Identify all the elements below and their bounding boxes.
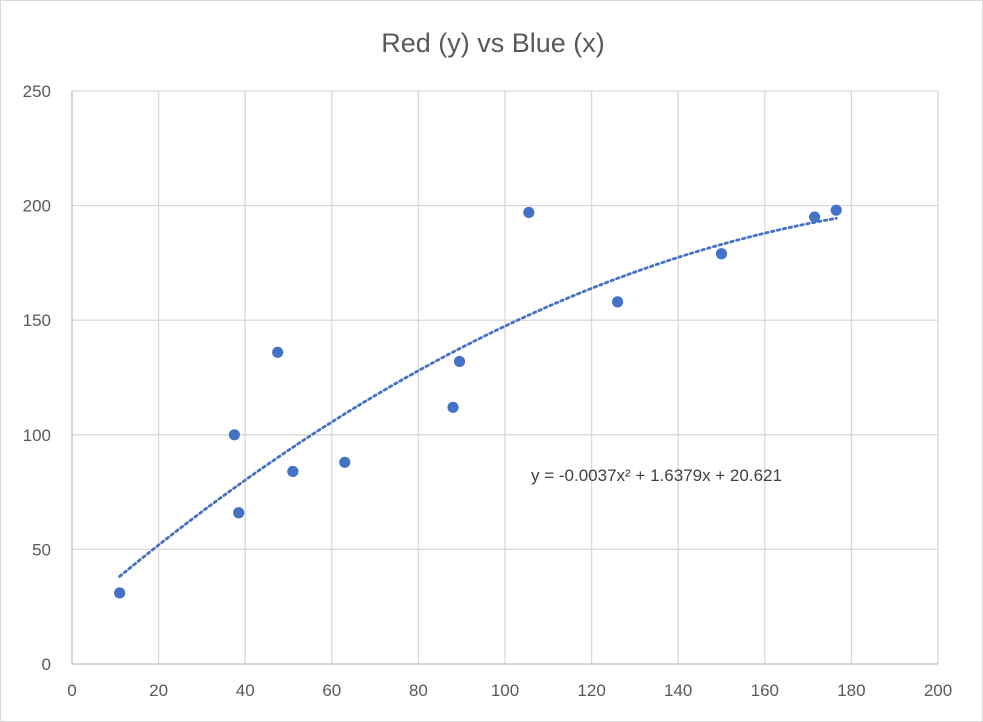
y-tick-label: 150	[23, 311, 51, 330]
y-tick-label: 0	[42, 655, 51, 674]
data-point	[287, 465, 299, 478]
x-tick-label: 200	[924, 681, 952, 700]
trendline-equation: y = -0.0037x² + 1.6379x + 20.621	[531, 466, 782, 485]
data-point	[447, 401, 459, 413]
trendline-layer	[118, 216, 838, 578]
x-tick-label: 80	[409, 681, 428, 700]
data-point	[272, 346, 284, 358]
y-tick-label: 200	[23, 197, 51, 216]
x-tick-label: 180	[837, 681, 865, 700]
data-point	[233, 507, 245, 519]
y-tick-label: 50	[32, 540, 51, 559]
axes: 0 20 40 60 80 100 120 140 160 180 200 0 50 100 150 200 2…	[23, 82, 953, 700]
x-tick-label: 120	[577, 681, 605, 700]
x-tick-label: 0	[67, 681, 76, 700]
data-point	[228, 429, 240, 441]
data-point	[830, 204, 842, 216]
data-point	[523, 206, 535, 219]
x-tick-label: 20	[149, 681, 168, 700]
data-point	[611, 296, 624, 308]
trendline	[118, 216, 838, 578]
data-point	[339, 456, 351, 468]
data-points	[114, 204, 842, 599]
x-tick-label: 100	[491, 681, 519, 700]
y-tick-label: 250	[23, 82, 51, 101]
y-tick-label: 100	[23, 426, 51, 445]
x-tick-label: 140	[664, 681, 692, 700]
x-tick-label: 60	[322, 681, 341, 700]
chart-title: Red (y) vs Blue (x)	[381, 28, 605, 58]
data-point	[808, 211, 821, 223]
data-point	[114, 587, 126, 599]
x-tick-label: 160	[751, 681, 779, 700]
data-point	[715, 248, 728, 260]
data-point	[453, 355, 466, 368]
grid	[72, 90, 939, 664]
x-tick-label: 40	[236, 681, 255, 700]
